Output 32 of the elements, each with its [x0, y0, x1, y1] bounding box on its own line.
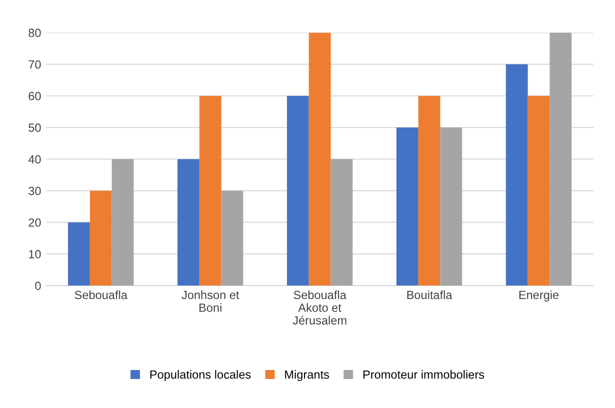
bar — [330, 159, 353, 286]
bar — [506, 64, 528, 286]
x-tick-label: Jonhson et Boni — [182, 290, 240, 312]
bar — [528, 96, 550, 286]
bar — [550, 32, 572, 286]
y-tick-label: 70 — [28, 60, 41, 69]
bar — [68, 222, 90, 286]
legend-label: Migrants — [285, 370, 330, 382]
y-tick-label: 50 — [28, 124, 41, 132]
bar — [440, 128, 462, 286]
bar — [286, 96, 309, 286]
bar — [308, 32, 331, 286]
x-tick-label: Sebouafla — [74, 290, 128, 300]
x-tick-label: Sebouafla Akoto et Jérusalem — [292, 290, 346, 325]
y-tick-label: 40 — [28, 155, 41, 164]
bar — [177, 159, 200, 286]
bar — [112, 159, 134, 286]
y-tick-label: 60 — [28, 92, 41, 100]
y-tick-label: 10 — [29, 250, 41, 258]
bar — [396, 128, 418, 286]
y-tick-label: 0 — [35, 282, 41, 290]
y-tick-label: 80 — [28, 28, 41, 38]
bar — [221, 190, 244, 286]
legend-label: Promoteur immoboliers — [363, 370, 484, 379]
x-tick-label: Energie — [519, 290, 559, 302]
bar — [199, 96, 222, 286]
x-tick-label: Bouitafla — [407, 290, 452, 300]
legend-label: Populations locales — [150, 370, 251, 382]
bar — [90, 190, 112, 286]
bar — [418, 96, 440, 286]
y-tick-label: 20 — [28, 218, 41, 227]
y-tick-label: 30 — [28, 186, 41, 196]
